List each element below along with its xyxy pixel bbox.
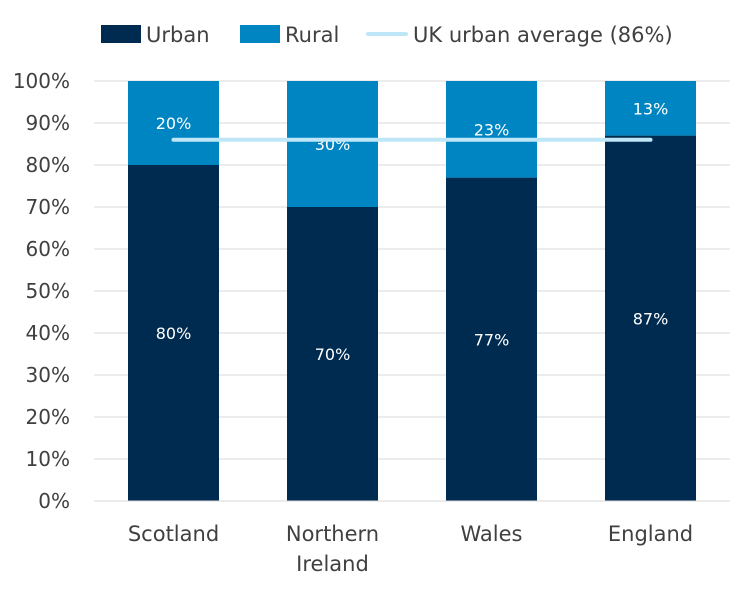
- x-axis: Scotland Northern Ireland Wales England: [94, 500, 730, 576]
- legend-swatch-rural: [240, 25, 280, 43]
- legend-label-urban: Urban: [146, 23, 210, 47]
- bar-urban-england: [605, 135, 696, 501]
- data-label: 70%: [315, 345, 351, 364]
- bar-rural-scotland: [128, 81, 219, 165]
- data-label: 23%: [474, 120, 510, 139]
- legend-label-rural: Rural: [285, 23, 339, 47]
- y-tick-label: 40%: [26, 321, 70, 345]
- y-tick-label: 80%: [26, 153, 70, 177]
- bar-urban-northern-ireland: [287, 207, 378, 501]
- data-label: 87%: [633, 309, 669, 328]
- data-label: 77%: [474, 330, 510, 349]
- bar-rural-northern-ireland: [287, 81, 378, 207]
- y-tick-label: 20%: [26, 405, 70, 429]
- data-label: 13%: [633, 99, 669, 118]
- y-tick-label: 30%: [26, 363, 70, 387]
- x-tick-label: Scotland: [128, 522, 219, 546]
- x-tick-label: Ireland: [296, 552, 369, 576]
- y-tick-label: 90%: [26, 111, 70, 135]
- y-tick-label: 10%: [26, 447, 70, 471]
- y-tick-label: 50%: [26, 279, 70, 303]
- bar-rural-wales: [446, 81, 537, 178]
- y-axis: 0% 10% 20% 30% 40% 50% 60% 70% 80% 90% 100%: [13, 69, 70, 513]
- x-tick-label: England: [608, 522, 693, 546]
- data-label: 80%: [156, 324, 192, 343]
- x-tick-label: Wales: [461, 522, 523, 546]
- y-tick-label: 60%: [26, 237, 70, 261]
- bar-rural-england: [605, 81, 696, 136]
- data-label: 20%: [156, 114, 192, 133]
- bar-urban-wales: [446, 177, 537, 501]
- y-tick-label: 0%: [38, 489, 70, 513]
- bars: [128, 81, 696, 501]
- x-tick-label: Northern: [286, 522, 379, 546]
- bar-urban-scotland: [128, 165, 219, 501]
- legend-label-uk-average: UK urban average (86%): [413, 23, 673, 47]
- y-tick-label: 100%: [13, 69, 70, 93]
- legend: Urban Rural UK urban average (86%): [101, 23, 673, 47]
- y-tick-label: 70%: [26, 195, 70, 219]
- legend-swatch-urban: [101, 25, 141, 43]
